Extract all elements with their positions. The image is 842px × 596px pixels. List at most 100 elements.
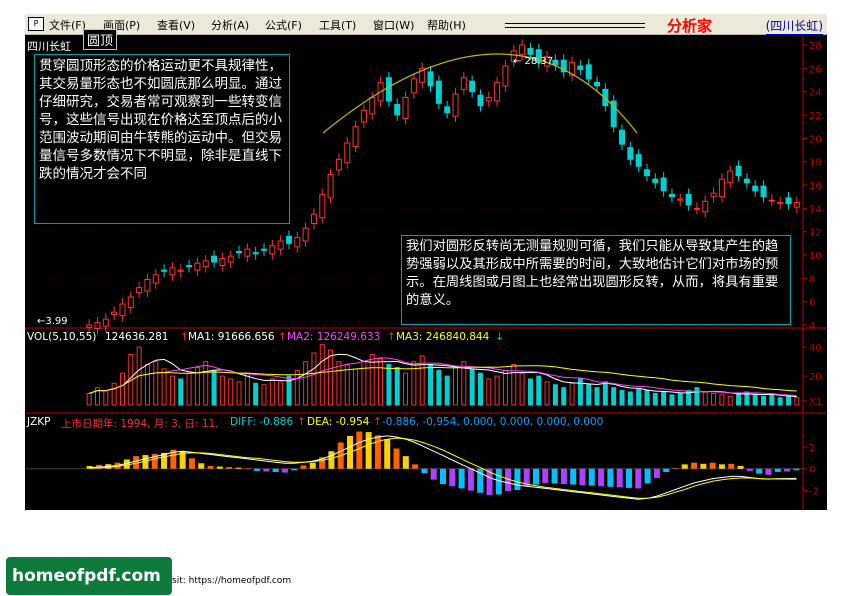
menu-window[interactable]: 窗口(W) — [373, 19, 415, 32]
candle-body — [169, 267, 176, 276]
volume-bar — [761, 395, 767, 406]
low-price-label: ←3.99 — [37, 316, 68, 327]
menu-view[interactable]: 查看(V) — [157, 19, 196, 32]
volume-bar — [394, 366, 400, 406]
macd-bar — [523, 468, 530, 487]
macd-bar — [756, 468, 763, 474]
volume-bar — [669, 394, 675, 406]
macd-bar — [319, 457, 326, 469]
candle-body — [111, 311, 118, 315]
volume-bar — [611, 387, 617, 406]
candle-body — [718, 178, 725, 198]
volume-bar — [261, 384, 267, 406]
volume-bar — [411, 361, 417, 406]
price-tick-label: 4 — [809, 321, 815, 332]
candle-body — [410, 78, 417, 94]
ind-vals: -0.886, -0.954, 0.000, 0.000, 0.000, 0.0… — [382, 416, 604, 428]
macd-bar — [365, 432, 372, 469]
vol-ma1-line — [89, 353, 797, 398]
menu-bar: P 文件(F) 画面(P) 查看(V) 分析(A) 公式(F) 工具(T) 窗口… — [25, 14, 827, 35]
volume-bar — [652, 392, 658, 406]
candle-body — [460, 77, 467, 90]
macd-bar — [188, 458, 195, 469]
menu-formula[interactable]: 公式(F) — [265, 19, 302, 32]
price-tick-label: 20 — [809, 134, 822, 145]
vol-ma3-arrow: ↓ — [495, 331, 504, 343]
macd-bar — [588, 468, 595, 486]
menu-file[interactable]: 文件(F) — [49, 19, 86, 32]
candle-body — [369, 97, 376, 115]
candle-body — [202, 260, 209, 268]
candle-body — [94, 322, 101, 329]
candle-body — [643, 169, 650, 177]
candle-body — [552, 59, 559, 66]
candle-body — [244, 248, 251, 257]
macd-bar — [709, 462, 716, 469]
volume-bar — [161, 368, 167, 406]
volume-bar — [452, 366, 458, 406]
volume-bar — [561, 387, 567, 406]
candle-body — [227, 255, 234, 263]
menu-help[interactable]: 帮助(H) — [427, 19, 466, 32]
volume-bar — [752, 394, 758, 406]
candle-body — [743, 178, 750, 184]
stock-name-label: 四川长虹 — [27, 40, 71, 53]
ind-dea-arrow: ↑ — [373, 416, 382, 428]
volume-bar — [436, 369, 442, 406]
volume-bar — [644, 390, 650, 406]
macd-bar — [495, 468, 502, 495]
menu-tools[interactable]: 工具(T) — [319, 19, 357, 32]
candle-body — [152, 274, 159, 284]
macd-bar — [718, 464, 725, 469]
price-tick-label: 6 — [809, 298, 815, 309]
volume-bar — [378, 358, 384, 406]
price-tick-label: 16 — [809, 181, 822, 192]
volume-bar — [94, 387, 100, 406]
macd-bar — [486, 468, 493, 495]
candle-body — [735, 165, 742, 177]
candle-body — [86, 324, 93, 328]
volume-bar — [353, 368, 359, 406]
ind-dea: DEA: -0.954 — [307, 416, 370, 428]
macd-bar — [774, 468, 781, 472]
volume-bar — [153, 361, 159, 406]
macd-bar — [179, 451, 186, 469]
macd-bar — [765, 468, 772, 475]
volume-bar — [536, 375, 542, 406]
volume-bar — [777, 397, 783, 406]
candle-body — [577, 65, 584, 70]
macd-bar — [356, 431, 363, 469]
candle-body — [477, 94, 484, 107]
ind-diff-arrow: ↑ — [297, 416, 306, 428]
volume-bar — [428, 364, 434, 406]
candle-body — [752, 185, 759, 192]
macd-bar — [142, 455, 149, 469]
macd-bar — [123, 459, 130, 469]
menu-analysis[interactable]: 分析(A) — [211, 19, 250, 32]
vol-title: VOL(5,10,55) — [27, 331, 97, 343]
volume-bar — [519, 372, 525, 406]
candle-body — [327, 174, 334, 199]
candle-body — [519, 44, 526, 55]
candle-body — [560, 59, 567, 73]
candle-body — [435, 80, 442, 104]
volume-bar — [228, 378, 234, 406]
note-left: 贯穿圆顶形态的价格运动更不具规律性，其交易量形态也不如圆底那么明显。通过仔细研究… — [34, 54, 290, 224]
candle-body — [777, 202, 784, 205]
macd-bar — [532, 468, 539, 485]
volume-bar — [594, 387, 600, 406]
macd-bar — [505, 468, 512, 492]
candle-body — [360, 109, 367, 123]
app-icon[interactable]: P — [28, 17, 44, 31]
macd-bar — [691, 462, 698, 469]
menu-view-page[interactable]: 画面(P) — [103, 19, 141, 32]
macd-bar — [728, 463, 735, 469]
candle-body — [610, 100, 617, 128]
macd-bar — [467, 468, 474, 491]
chart-area[interactable]: 28 26 24 22 20 18 16 14 12 10 8 6 4 ← 28.37 ←3.99 40 20 X… — [25, 29, 827, 510]
candle-body — [627, 147, 634, 160]
volume-bar — [419, 355, 425, 406]
candle-body — [710, 192, 717, 198]
candle-body — [569, 62, 576, 76]
